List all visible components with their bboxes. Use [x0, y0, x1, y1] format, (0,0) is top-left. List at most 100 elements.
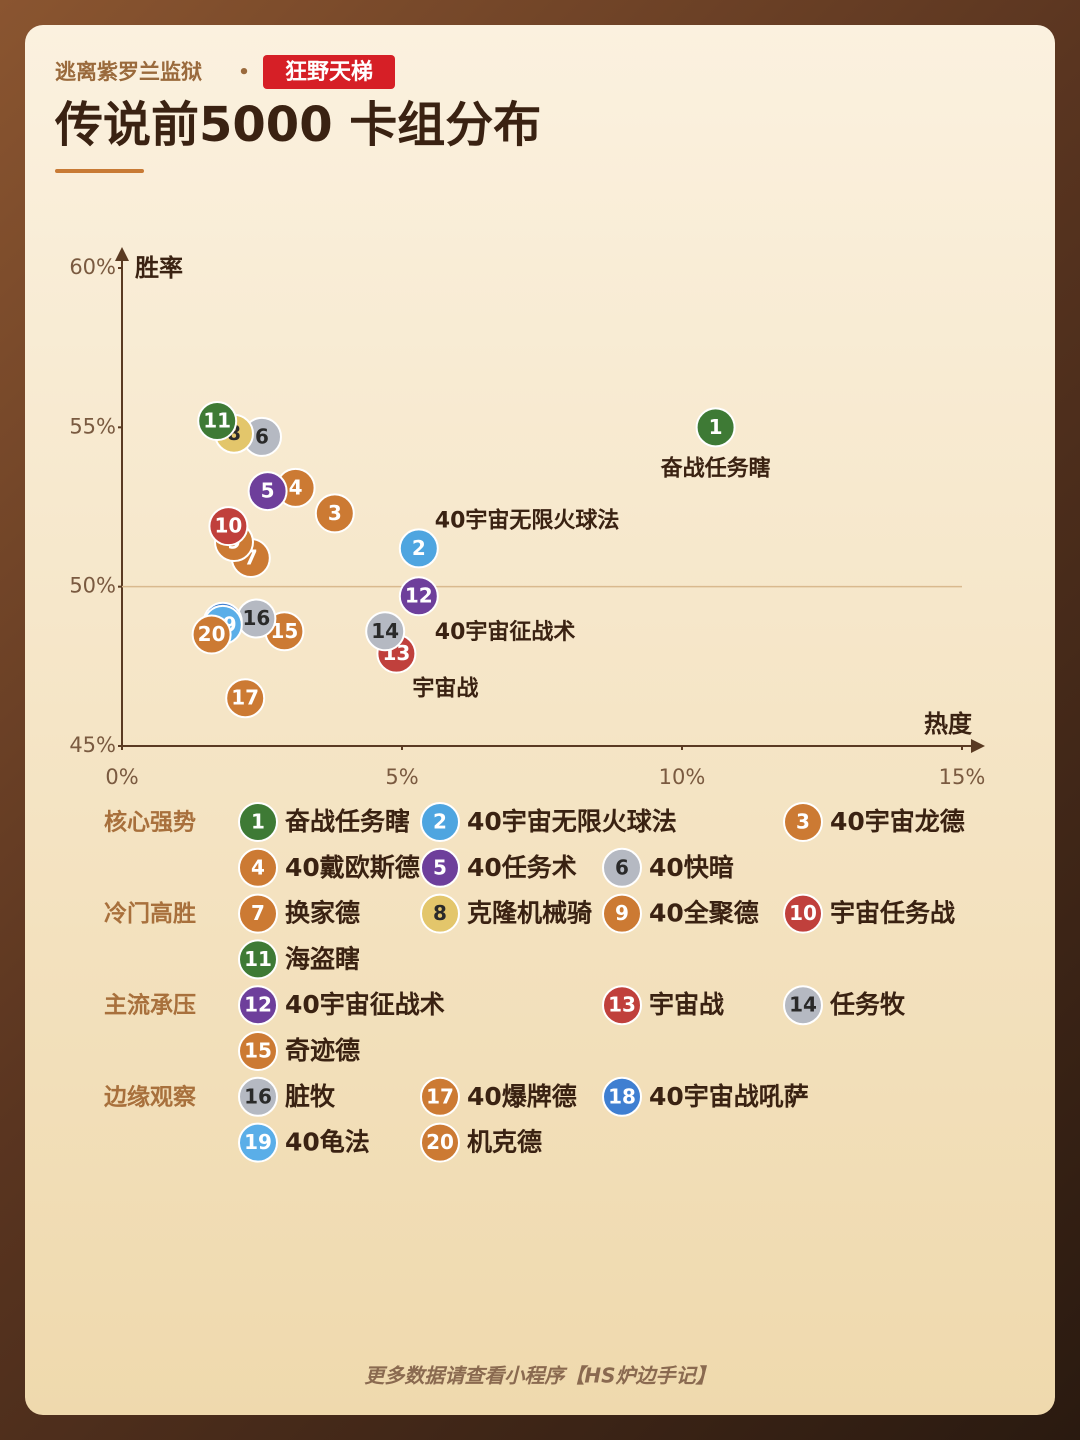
point-label: 5: [433, 855, 447, 879]
point-label: 14: [789, 993, 817, 1017]
legend-swatch: [783, 802, 823, 842]
legend-label: 40龟法: [285, 1128, 370, 1157]
point-label: 3: [328, 501, 342, 525]
x-axis-label: 热度: [924, 710, 973, 738]
chart-title: 传说前5000 卡组分布: [54, 97, 541, 153]
point-label: 19: [244, 1130, 272, 1154]
legend-label: 奇迹德: [285, 1036, 360, 1065]
kicker: 逃离紫罗兰监狱: [55, 60, 202, 84]
legend-swatch: [783, 985, 823, 1026]
legend-group: 主流承压: [104, 992, 196, 1019]
point-label: 11: [244, 947, 272, 971]
point-label: 20: [198, 622, 226, 646]
legend-swatch: [602, 985, 642, 1026]
annotation: 40宇宙无限火球法: [435, 507, 620, 533]
legend-label: 奋战任务瞎: [284, 807, 410, 836]
point-label: 17: [231, 686, 259, 710]
point-label: 17: [426, 1084, 454, 1108]
legend-swatch: [420, 1076, 460, 1117]
legend-swatch: [602, 847, 642, 888]
point-label: 18: [608, 1084, 636, 1108]
legend-swatch: [602, 1076, 642, 1117]
point-label: 7: [251, 901, 265, 925]
legend-label: 40宇宙龙德: [830, 807, 965, 836]
legend-label: 40任务术: [467, 853, 577, 882]
point: [314, 493, 355, 534]
legend-label: 40宇宙征战术: [285, 990, 445, 1019]
legend-swatch: [420, 802, 460, 842]
y-tick-label: 50%: [69, 574, 116, 598]
y-tick-label: 45%: [69, 733, 116, 757]
point-label: 1: [251, 810, 265, 834]
point-label: 11: [203, 408, 231, 432]
point-label: 16: [242, 606, 270, 630]
legend-label: 40宇宙无限火球法: [467, 807, 677, 836]
legend-swatch: [420, 893, 460, 934]
legend-swatch: [420, 847, 460, 888]
point: [398, 576, 439, 617]
x-tick-label: 0%: [105, 765, 138, 789]
legend-label: 任务牧: [829, 990, 906, 1019]
point-label: 13: [608, 993, 636, 1017]
point-label: 10: [789, 901, 817, 925]
point-label: 12: [244, 993, 272, 1017]
legend-swatch: [420, 1122, 460, 1163]
annotation: 宇宙战: [412, 676, 478, 702]
point-label: 2: [412, 536, 426, 560]
y-tick-label: 60%: [69, 255, 116, 279]
point: [208, 506, 249, 547]
point-label: 5: [261, 479, 275, 503]
legend-swatch: [238, 893, 278, 934]
legend-label: 40全聚德: [649, 899, 759, 928]
badge: 狂野天梯: [285, 59, 373, 85]
legend-group: 冷门高胜: [104, 900, 196, 927]
point: [197, 400, 238, 441]
point-label: 8: [433, 901, 447, 925]
point-label: 9: [615, 901, 629, 925]
kicker-sep: •: [238, 62, 250, 83]
point: [225, 678, 266, 719]
x-tick-label: 15%: [939, 765, 986, 789]
point: [695, 407, 736, 448]
legend-swatch: [602, 893, 642, 934]
point: [365, 611, 406, 652]
legend-swatch: [238, 847, 278, 888]
point-label: 14: [371, 619, 399, 643]
legend-group: 核心强势: [104, 809, 196, 836]
point-label: 4: [251, 855, 265, 879]
x-tick-label: 10%: [659, 765, 706, 789]
legend-swatch: [238, 1031, 278, 1071]
point-label: 10: [214, 514, 242, 538]
legend-label: 脏牧: [285, 1082, 336, 1111]
point: [191, 614, 232, 655]
annotation: 奋战任务瞎: [660, 455, 771, 481]
y-tick-label: 55%: [69, 414, 116, 438]
legend-label: 机克德: [467, 1128, 542, 1157]
legend-swatch: [238, 802, 278, 842]
point-label: 1: [709, 415, 723, 439]
legend-swatch: [238, 1122, 278, 1163]
legend-swatch: [783, 893, 823, 934]
x-tick-label: 5%: [385, 765, 418, 789]
point-label: 20: [426, 1130, 454, 1154]
legend-swatch: [238, 1076, 278, 1117]
point-label: 2: [433, 810, 447, 834]
legend-label: 克隆机械骑: [467, 899, 592, 928]
point-label: 16: [244, 1084, 272, 1108]
legend-label: 40宇宙战吼萨: [649, 1082, 809, 1111]
point: [398, 528, 439, 569]
y-axis-label: 胜率: [135, 254, 183, 282]
point-label: 6: [255, 424, 269, 448]
legend-label: 宇宙任务战: [830, 899, 955, 928]
annotation: 40宇宙征战术: [435, 619, 576, 645]
point-label: 6: [615, 855, 629, 879]
point-label: 4: [289, 475, 303, 499]
point: [247, 471, 288, 512]
legend-group: 边缘观察: [104, 1083, 197, 1110]
point-label: 3: [796, 810, 810, 834]
title-underline: [55, 169, 144, 173]
legend-label: 宇宙战: [649, 990, 724, 1019]
legend-swatch: [238, 985, 278, 1026]
legend-label: 海盗瞎: [285, 944, 360, 973]
